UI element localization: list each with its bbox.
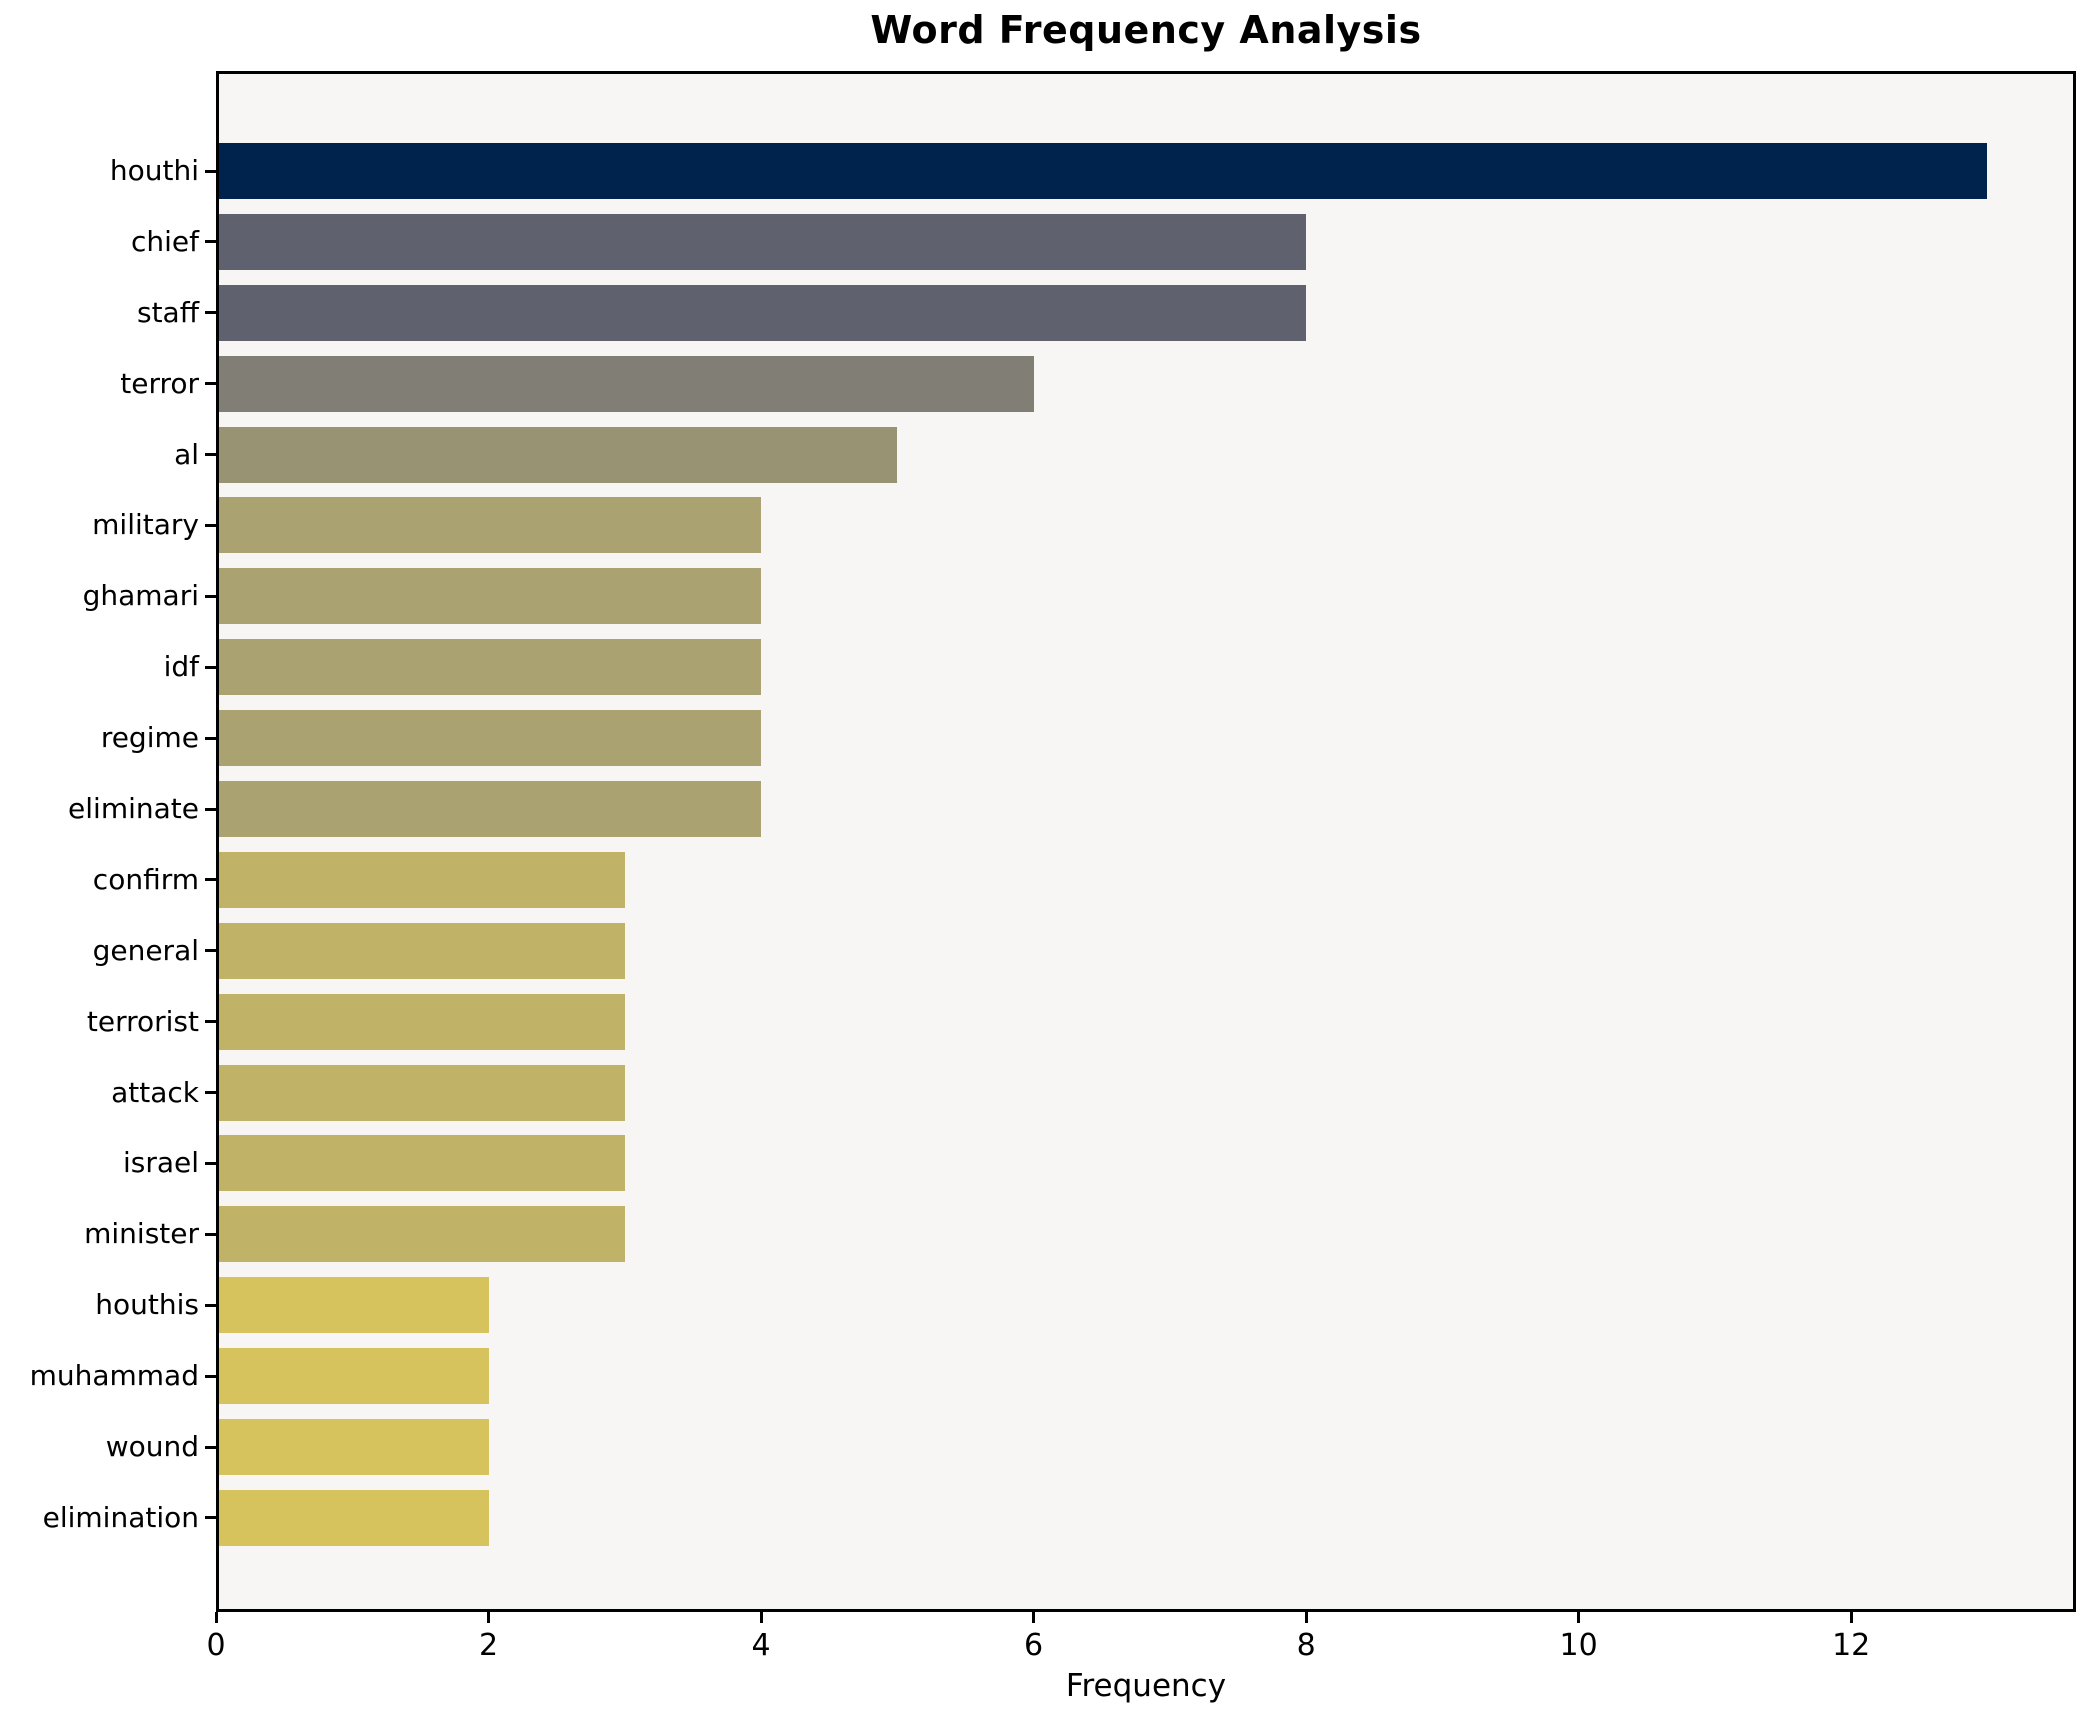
y-tick-mark [205, 523, 216, 527]
bar-wound [216, 1419, 489, 1476]
x-tick-mark [1577, 1612, 1581, 1623]
y-tick-mark [205, 1161, 216, 1165]
bar-chief [216, 213, 1306, 270]
bar-terror [216, 355, 1034, 412]
x-tick-label-6: 6 [1024, 1628, 1044, 1663]
x-tick-label-10: 10 [1559, 1628, 1598, 1663]
bar-idf [216, 639, 761, 696]
y-tick-label-general: general [92, 933, 199, 967]
y-tick-mark [205, 1374, 216, 1378]
bar-attack [216, 1064, 625, 1121]
bar-military [216, 497, 761, 554]
y-tick-label-elimination: elimination [42, 1500, 199, 1534]
y-tick-label-minister: minister [84, 1217, 199, 1251]
y-tick-label-terror: terror [120, 366, 199, 400]
bar-eliminate [216, 781, 761, 837]
y-tick-label-regime: regime [100, 721, 199, 755]
y-tick-label-staff: staff [136, 295, 199, 329]
x-axis-label: Frequency [1065, 1668, 1227, 1704]
y-tick-mark [205, 665, 216, 669]
y-tick-label-idf: idf [163, 650, 199, 684]
bar-regime [216, 710, 761, 767]
y-tick-label-chief: chief [130, 224, 199, 258]
y-tick-label-eliminate: eliminate [68, 792, 199, 825]
bar-houthi [216, 143, 1987, 199]
bar-terrorist [216, 993, 625, 1050]
y-tick-label-ghamari: ghamari [82, 579, 199, 613]
y-tick-label-confirm: confirm [92, 862, 199, 896]
x-tick-label-12: 12 [1832, 1628, 1871, 1663]
y-tick-label-military: military [92, 508, 199, 542]
bar-general [216, 922, 625, 979]
bar-elimination [216, 1489, 489, 1546]
y-tick-mark [205, 1232, 216, 1236]
bar-minister [216, 1206, 625, 1263]
y-tick-mark [205, 311, 216, 315]
x-tick-mark [759, 1612, 763, 1623]
bar-staff [216, 284, 1306, 341]
y-tick-mark [205, 949, 216, 953]
y-tick-mark [205, 1303, 216, 1307]
x-tick-label-0: 0 [206, 1628, 226, 1663]
y-tick-label-israel: israel [122, 1146, 199, 1180]
chart-title: Word Frequency Analysis [870, 8, 1422, 52]
y-tick-mark [205, 1516, 216, 1520]
x-tick-mark [1849, 1612, 1853, 1623]
y-tick-label-wound: wound [105, 1430, 199, 1464]
y-tick-mark [205, 1020, 216, 1024]
y-tick-label-muhammad: muhammad [29, 1359, 199, 1393]
y-tick-mark [205, 594, 216, 598]
x-tick-label-8: 8 [1296, 1628, 1316, 1663]
bar-confirm [216, 851, 625, 908]
y-tick-mark [205, 736, 216, 740]
y-tick-label-attack: attack [111, 1075, 199, 1109]
y-tick-label-al: al [174, 437, 199, 471]
x-tick-label-4: 4 [751, 1628, 771, 1663]
x-tick-mark [1032, 1612, 1036, 1623]
x-tick-mark [214, 1612, 218, 1623]
y-tick-mark [205, 1091, 216, 1095]
bar-ghamari [216, 568, 761, 625]
y-tick-label-houthi: houthi [109, 154, 199, 187]
x-tick-mark [1304, 1612, 1308, 1623]
y-tick-mark [205, 807, 216, 811]
y-tick-mark [205, 169, 216, 173]
x-tick-label-2: 2 [478, 1628, 499, 1663]
x-tick-mark [487, 1612, 491, 1623]
y-tick-mark [205, 878, 216, 882]
y-tick-mark [205, 1445, 216, 1449]
y-tick-mark [205, 240, 216, 244]
y-tick-mark [205, 453, 216, 457]
bar-muhammad [216, 1348, 489, 1405]
bar-houthis [216, 1277, 489, 1334]
y-tick-mark [205, 382, 216, 386]
bar-israel [216, 1135, 625, 1192]
y-tick-label-houthis: houthis [95, 1288, 199, 1322]
bar-al [216, 426, 897, 483]
y-tick-label-terrorist: terrorist [86, 1004, 199, 1038]
